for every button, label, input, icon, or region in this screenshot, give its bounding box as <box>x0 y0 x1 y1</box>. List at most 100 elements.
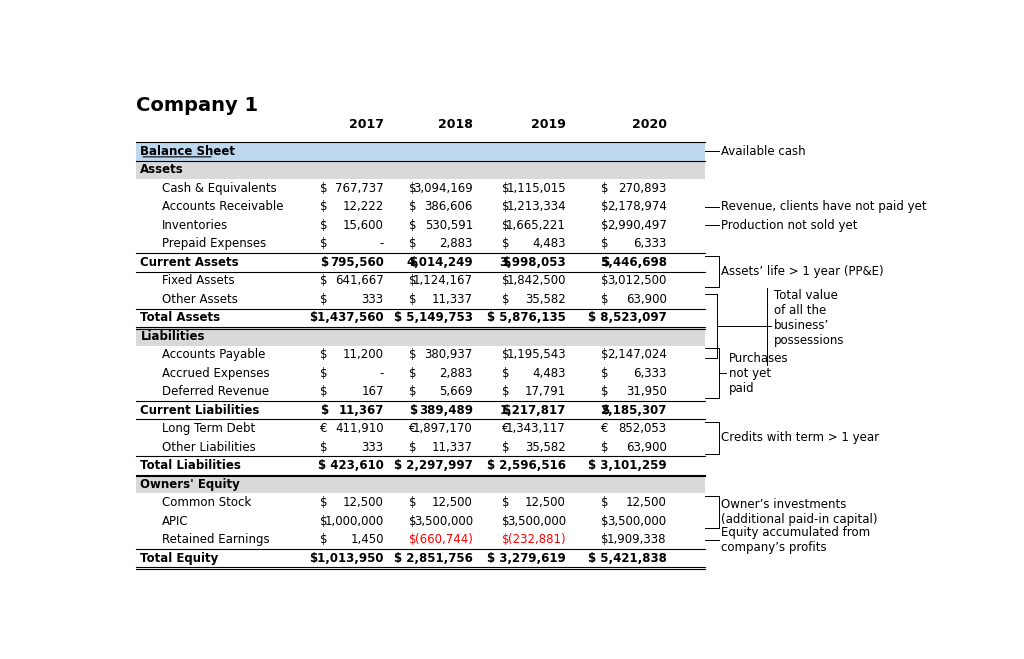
Text: $: $ <box>321 441 328 453</box>
Text: $ 3,101,259: $ 3,101,259 <box>588 459 667 472</box>
Text: $: $ <box>410 219 417 232</box>
Text: Credits with term > 1 year: Credits with term > 1 year <box>721 432 879 444</box>
Text: $ 2,596,516: $ 2,596,516 <box>486 459 566 472</box>
Text: 333: 333 <box>361 441 384 453</box>
Text: $: $ <box>503 256 510 269</box>
Text: $: $ <box>503 219 510 232</box>
Text: $: $ <box>503 441 510 453</box>
Text: Accounts Receivable: Accounts Receivable <box>162 200 284 214</box>
Text: Deferred Revenue: Deferred Revenue <box>162 386 269 398</box>
Text: $: $ <box>503 515 510 528</box>
Text: Total Assets: Total Assets <box>140 311 220 324</box>
Text: 63,900: 63,900 <box>626 441 667 453</box>
Text: 35,582: 35,582 <box>525 293 566 306</box>
Text: Accrued Expenses: Accrued Expenses <box>162 366 269 380</box>
Bar <box>136 475 706 494</box>
Text: $: $ <box>503 274 510 287</box>
Text: 1,343,117: 1,343,117 <box>506 422 566 435</box>
Text: Retained Earnings: Retained Earnings <box>162 533 269 546</box>
Text: $: $ <box>410 366 417 380</box>
Text: 12,500: 12,500 <box>525 496 566 509</box>
Text: 852,053: 852,053 <box>618 422 667 435</box>
Text: 3,500,000: 3,500,000 <box>607 515 667 528</box>
Text: 4,483: 4,483 <box>532 237 566 250</box>
Text: Owners' Equity: Owners' Equity <box>140 478 241 490</box>
Text: 1,897,170: 1,897,170 <box>413 422 473 435</box>
Text: $: $ <box>321 274 328 287</box>
Text: $: $ <box>601 515 608 528</box>
Text: 63,900: 63,900 <box>626 293 667 306</box>
Text: Available cash: Available cash <box>721 145 806 158</box>
Text: 3,500,000: 3,500,000 <box>414 515 473 528</box>
Text: $ 3,279,619: $ 3,279,619 <box>487 552 566 565</box>
Text: 4,483: 4,483 <box>532 366 566 380</box>
Text: $ 2,851,756: $ 2,851,756 <box>394 552 473 565</box>
Text: $: $ <box>503 200 510 214</box>
Text: $: $ <box>503 533 510 546</box>
Text: 270,893: 270,893 <box>618 182 667 195</box>
Text: $: $ <box>321 293 328 306</box>
Text: $: $ <box>410 404 418 416</box>
Text: 2018: 2018 <box>438 119 473 131</box>
Text: $: $ <box>410 441 417 453</box>
Text: Revenue, clients have not paid yet: Revenue, clients have not paid yet <box>721 200 927 214</box>
Text: $: $ <box>601 182 608 195</box>
Text: $: $ <box>503 496 510 509</box>
Text: 1,195,543: 1,195,543 <box>506 348 566 361</box>
Text: 2,185,307: 2,185,307 <box>600 404 667 416</box>
Text: 3,998,053: 3,998,053 <box>500 256 566 269</box>
Text: 2,883: 2,883 <box>439 237 473 250</box>
Text: Current Assets: Current Assets <box>140 256 239 269</box>
Text: 1,000,000: 1,000,000 <box>325 515 384 528</box>
Text: 1,115,015: 1,115,015 <box>506 182 566 195</box>
Text: 1,665,221: 1,665,221 <box>506 219 566 232</box>
Text: 1,217,817: 1,217,817 <box>500 404 566 416</box>
Text: $: $ <box>321 366 328 380</box>
Text: $ 2,297,997: $ 2,297,997 <box>394 459 473 472</box>
Text: 6,333: 6,333 <box>633 366 667 380</box>
Text: 12,500: 12,500 <box>343 496 384 509</box>
Text: $: $ <box>601 274 608 287</box>
Text: €: € <box>601 422 608 435</box>
Text: $: $ <box>410 386 417 398</box>
Text: 11,337: 11,337 <box>432 293 473 306</box>
Text: $: $ <box>410 515 417 528</box>
Text: Other Assets: Other Assets <box>162 293 238 306</box>
Text: 3,094,169: 3,094,169 <box>413 182 473 195</box>
Text: $: $ <box>601 237 608 250</box>
Text: $: $ <box>321 348 328 361</box>
Text: $: $ <box>321 533 328 546</box>
Text: Cash & Equivalents: Cash & Equivalents <box>162 182 276 195</box>
Text: 2,178,974: 2,178,974 <box>607 200 667 214</box>
Text: 2019: 2019 <box>531 119 566 131</box>
Text: €: € <box>321 422 328 435</box>
Text: 2020: 2020 <box>632 119 667 131</box>
Text: $: $ <box>321 200 328 214</box>
Text: 12,500: 12,500 <box>432 496 473 509</box>
Text: $: $ <box>321 404 329 416</box>
Text: $: $ <box>503 182 510 195</box>
Text: $: $ <box>410 293 417 306</box>
Text: $ 423,610: $ 423,610 <box>317 459 384 472</box>
Text: Purchases
not yet
paid: Purchases not yet paid <box>729 352 788 395</box>
Text: $: $ <box>503 386 510 398</box>
Text: 17,791: 17,791 <box>524 386 566 398</box>
Text: 1,450: 1,450 <box>350 533 384 546</box>
Text: $: $ <box>601 256 609 269</box>
Text: Fixed Assets: Fixed Assets <box>162 274 234 287</box>
Text: 35,582: 35,582 <box>525 441 566 453</box>
Text: €: € <box>410 422 417 435</box>
Text: $: $ <box>410 496 417 509</box>
Text: Common Stock: Common Stock <box>162 496 251 509</box>
Text: Other Liabilities: Other Liabilities <box>162 441 256 453</box>
Text: Accounts Payable: Accounts Payable <box>162 348 265 361</box>
Text: 2,990,497: 2,990,497 <box>607 219 667 232</box>
Text: (660,744): (660,744) <box>415 533 473 546</box>
Text: 12,500: 12,500 <box>626 496 667 509</box>
Text: 386,606: 386,606 <box>425 200 473 214</box>
Text: 1,213,334: 1,213,334 <box>506 200 566 214</box>
Text: 11,337: 11,337 <box>432 441 473 453</box>
Text: $: $ <box>601 404 609 416</box>
Text: Prepaid Expenses: Prepaid Expenses <box>162 237 266 250</box>
Text: 31,950: 31,950 <box>626 386 667 398</box>
